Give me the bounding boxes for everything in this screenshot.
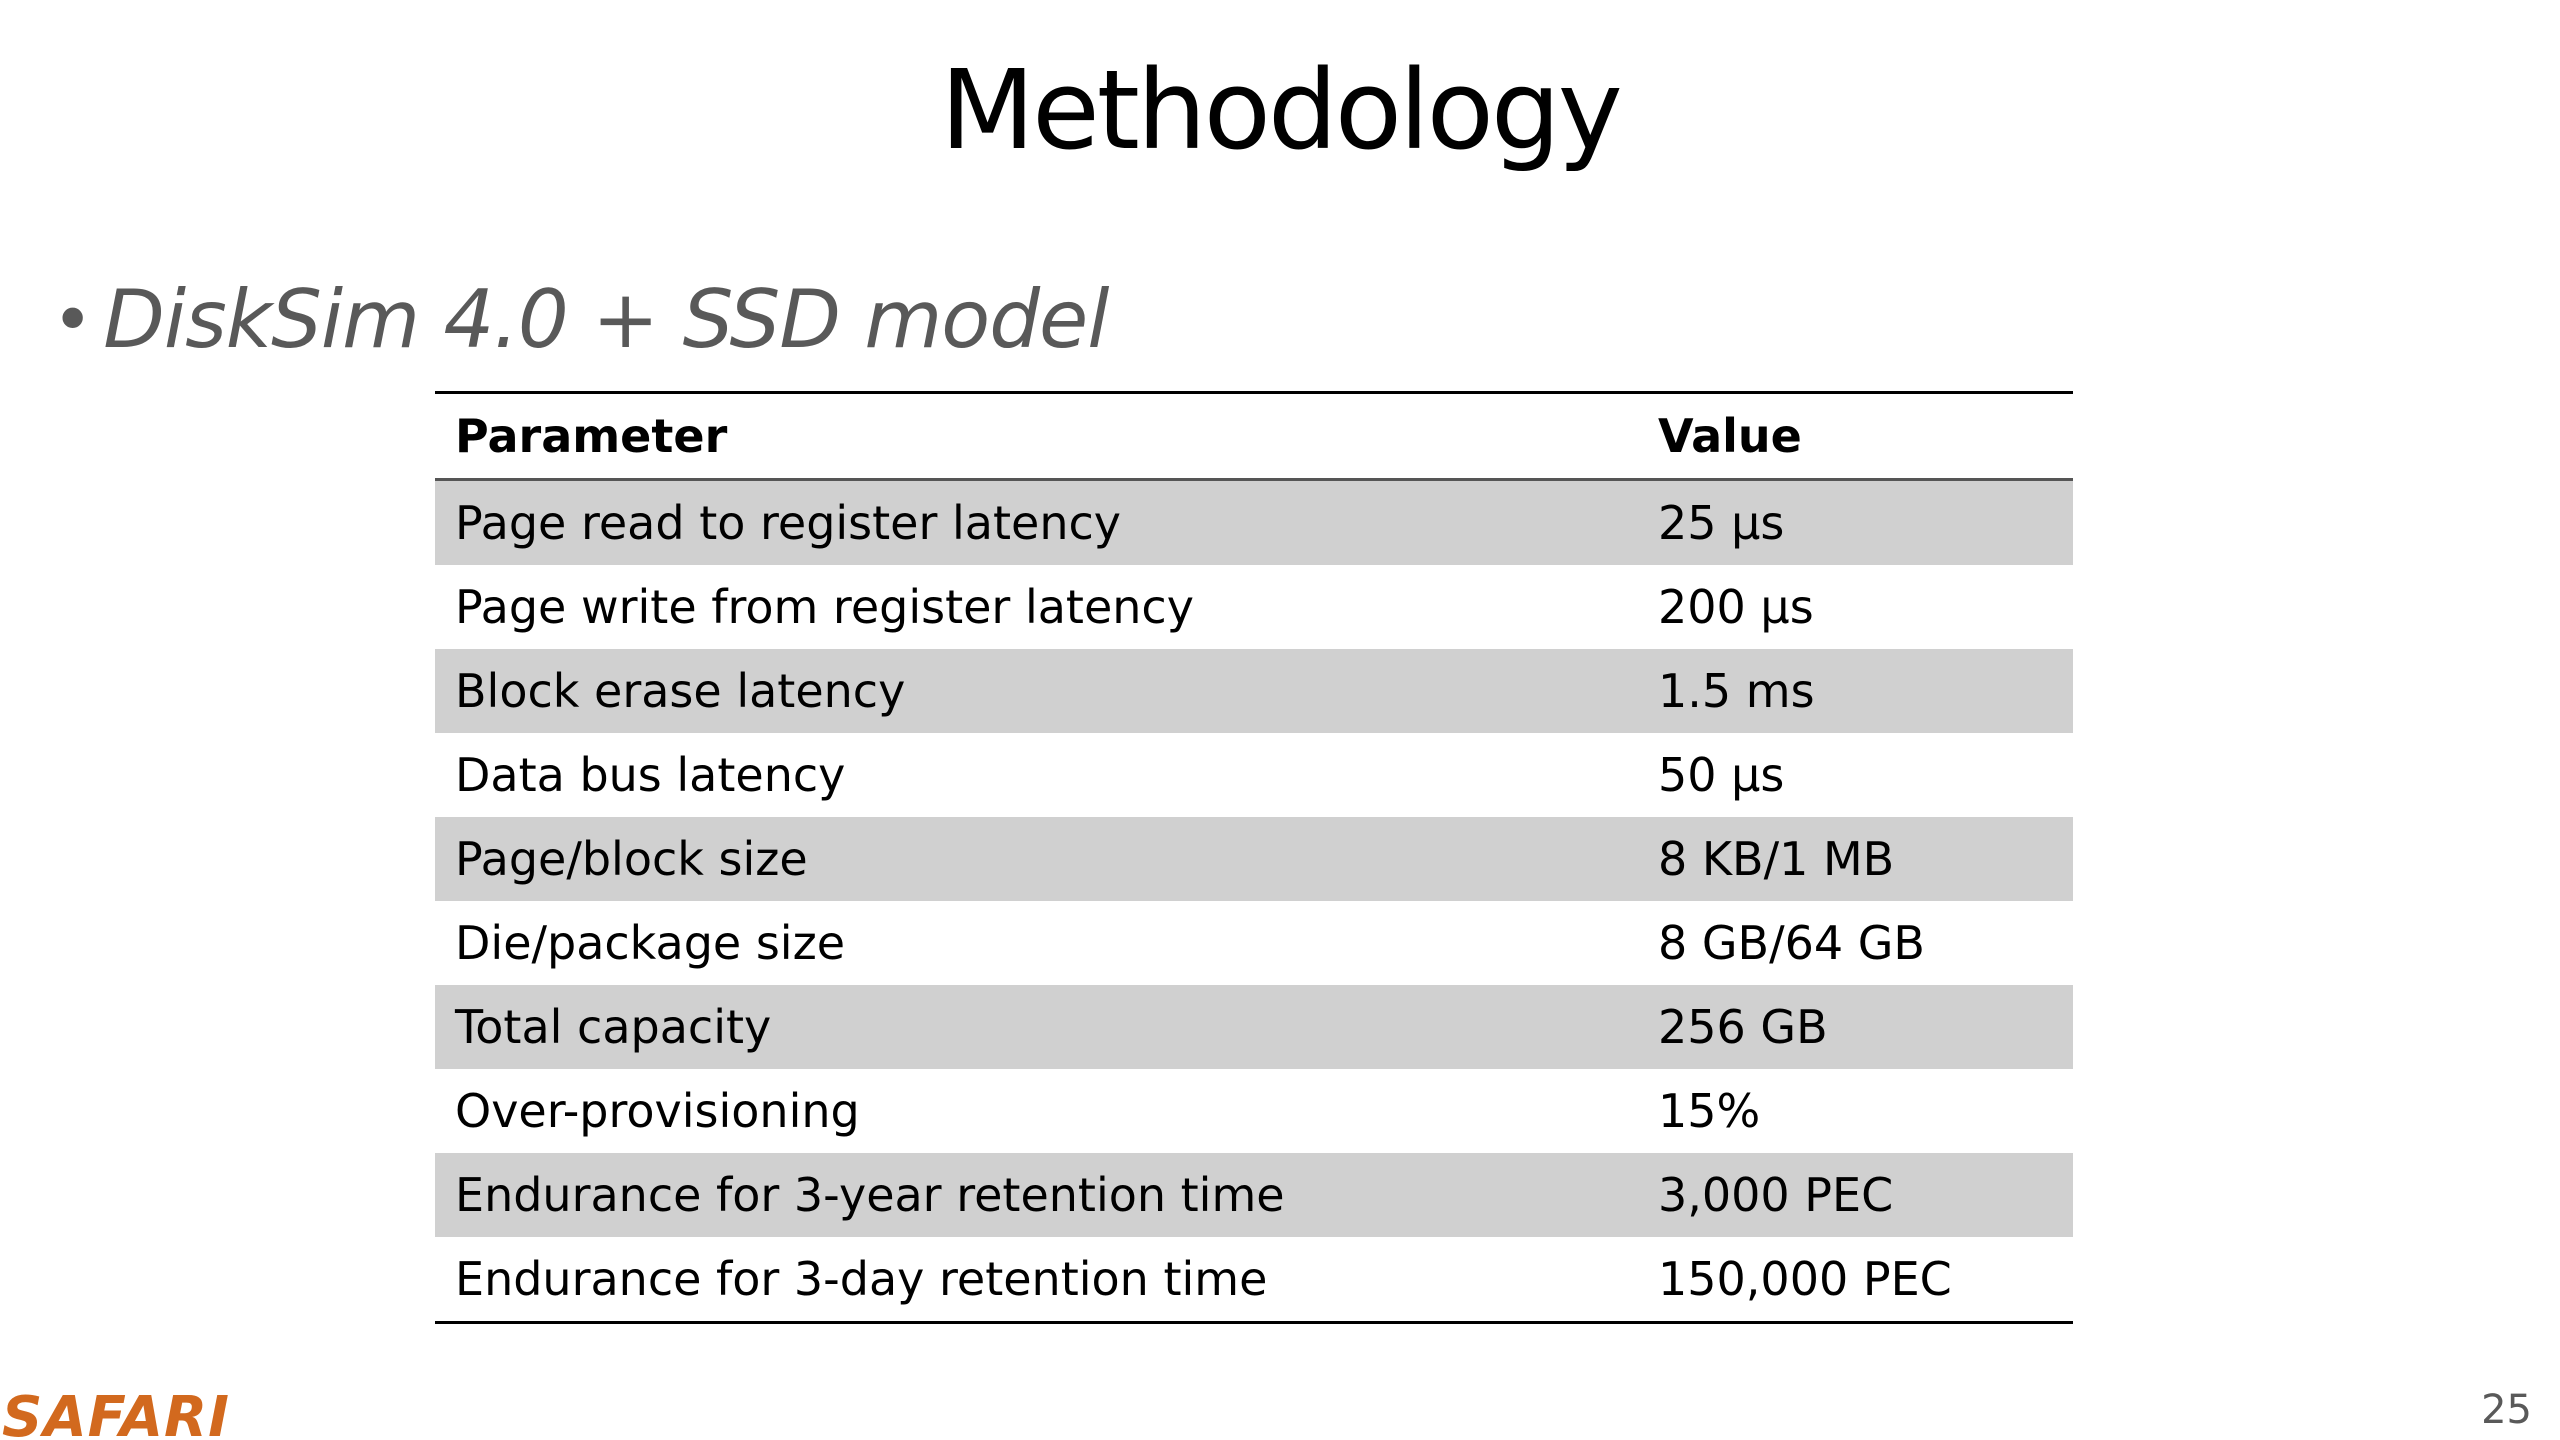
- table-row: Over-provisioning 15%: [435, 1069, 2073, 1153]
- parameter-cell: Block erase latency: [435, 649, 1638, 733]
- slide-title: Methodology: [940, 46, 1623, 174]
- value-cell: 1.5 ms: [1638, 649, 2073, 733]
- parameter-table: Parameter Value Page read to register la…: [435, 391, 2073, 1324]
- value-cell: 256 GB: [1638, 985, 2073, 1069]
- parameter-cell: Endurance for 3-year retention time: [435, 1153, 1638, 1237]
- value-cell: 3,000 PEC: [1638, 1153, 2073, 1237]
- parameter-cell: Page write from register latency: [435, 565, 1638, 649]
- value-cell: 8 KB/1 MB: [1638, 817, 2073, 901]
- column-header-value: Value: [1638, 392, 2073, 481]
- parameter-cell: Over-provisioning: [435, 1069, 1638, 1153]
- safari-logo: SAFARI: [2, 1385, 231, 1440]
- value-cell: 8 GB/64 GB: [1638, 901, 2073, 985]
- parameter-cell: Endurance for 3-day retention time: [435, 1237, 1638, 1323]
- table-header-row: Parameter Value: [435, 392, 2073, 481]
- table-row: Total capacity 256 GB: [435, 985, 2073, 1069]
- column-header-parameter: Parameter: [435, 392, 1638, 481]
- table-row: Page/block size 8 KB/1 MB: [435, 817, 2073, 901]
- page-number: 25: [2481, 1387, 2532, 1433]
- value-cell: 15%: [1638, 1069, 2073, 1153]
- value-cell: 50 µs: [1638, 733, 2073, 817]
- bullet-item: • DiskSim 4.0 + SSD model: [52, 265, 1109, 375]
- parameter-cell: Die/package size: [435, 901, 1638, 985]
- value-cell: 200 µs: [1638, 565, 2073, 649]
- parameter-cell: Total capacity: [435, 985, 1638, 1069]
- value-cell: 150,000 PEC: [1638, 1237, 2073, 1323]
- bullet-text: DiskSim 4.0 + SSD model: [103, 273, 1109, 366]
- table-row: Die/package size 8 GB/64 GB: [435, 901, 2073, 985]
- bullet-dot-icon: •: [52, 279, 94, 361]
- table-row: Block erase latency 1.5 ms: [435, 649, 2073, 733]
- value-cell: 25 µs: [1638, 479, 2073, 565]
- table-row: Endurance for 3-day retention time 150,0…: [435, 1237, 2073, 1323]
- table-row: Page write from register latency 200 µs: [435, 565, 2073, 649]
- parameter-cell: Data bus latency: [435, 733, 1638, 817]
- table-row: Endurance for 3-year retention time 3,00…: [435, 1153, 2073, 1237]
- table-row: Page read to register latency 25 µs: [435, 479, 2073, 565]
- parameter-cell: Page/block size: [435, 817, 1638, 901]
- table-row: Data bus latency 50 µs: [435, 733, 2073, 817]
- parameter-cell: Page read to register latency: [435, 479, 1638, 565]
